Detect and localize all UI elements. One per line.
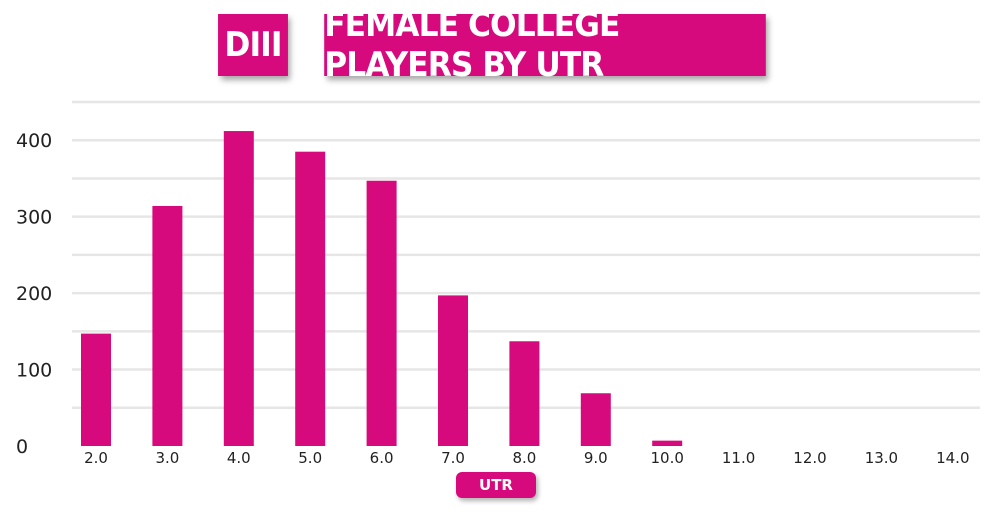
bar-7.0 (438, 295, 468, 446)
x-tick-label: 10.0 (650, 449, 683, 467)
bar-4.0 (223, 131, 254, 446)
bar-2.0 (81, 333, 111, 446)
x-tick-label: 7.0 (441, 449, 465, 467)
x-tick-label: 12.0 (793, 449, 826, 467)
bar-8.0 (509, 341, 540, 446)
bar-6.0 (366, 180, 397, 446)
bar-10.0 (652, 440, 683, 446)
x-tick-label: 6.0 (370, 449, 394, 467)
x-tick-label: 3.0 (155, 449, 179, 467)
x-tick-label: 8.0 (512, 449, 536, 467)
x-tick-label: 9.0 (584, 449, 608, 467)
y-tick-label: 100 (16, 360, 52, 382)
x-tick-label: 11.0 (722, 449, 755, 467)
x-tick-label: 14.0 (936, 449, 969, 467)
x-tick-label: 5.0 (298, 449, 322, 467)
x-tick-label: 4.0 (227, 449, 251, 467)
y-tick-label: 200 (16, 283, 52, 305)
x-tick-label: 2.0 (84, 449, 108, 467)
y-tick-label: 300 (16, 207, 52, 229)
y-tick-label: 0 (16, 436, 28, 458)
bar-3.0 (152, 205, 183, 446)
y-tick-label: 400 (16, 130, 52, 152)
x-axis-label: UTR (456, 472, 536, 498)
bar-9.0 (580, 393, 611, 446)
x-tick-label: 13.0 (865, 449, 898, 467)
division-title: DIII (218, 14, 288, 76)
bar-5.0 (295, 151, 326, 446)
